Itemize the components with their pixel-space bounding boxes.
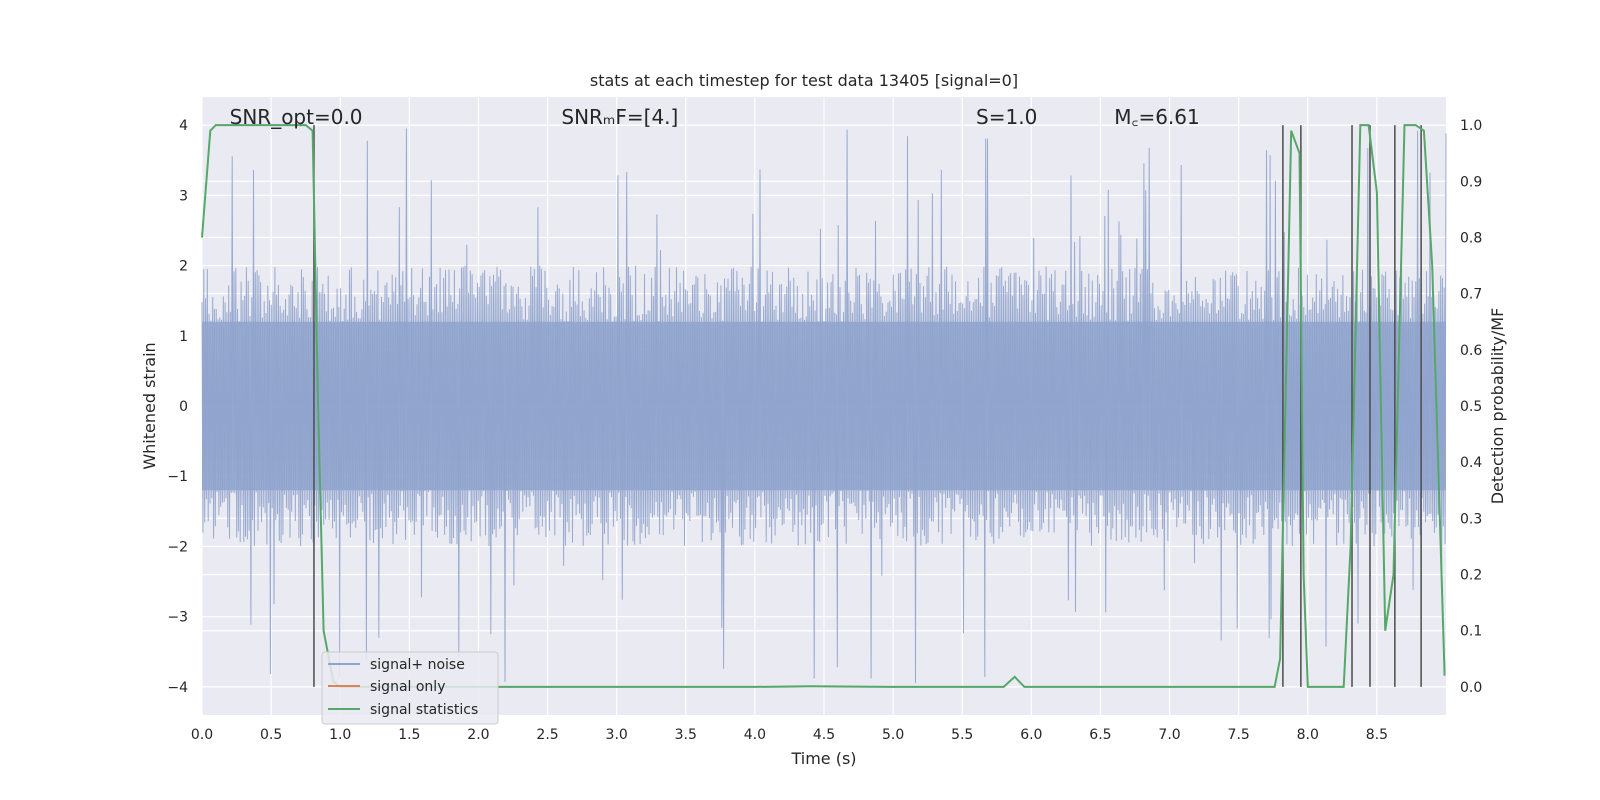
noise-band-core [202,321,1446,491]
x-tick-label: 2.5 [536,727,558,743]
x-axis-label: Time (s) [790,749,856,768]
x-tick-label: 7.0 [1158,727,1180,743]
x-tick-labels: 0.0 0.5 1.0 1.5 2.0 2.5 3.0 3.5 4.0 4.5 5.0 5.5 6.0 6… [191,727,1388,743]
x-tick-label: 1.5 [398,727,420,743]
y-right-tick-label: 0.1 [1460,624,1482,640]
y-left-tick-label: −3 [167,610,188,626]
annotations: SNR_opt=0.0 SNRₘF=[4.] S=1.0 M꜀=6.61 [230,105,1200,129]
y-left-tick-labels: 4 3 2 1 0 −1 −2 −3 −4 [167,118,188,696]
annotation-text: SNR_opt=0.0 [230,105,363,129]
y-axis-label-left: Whitened strain [140,342,159,469]
y-right-tick-label: 0.4 [1460,455,1482,471]
y-left-tick-label: 1 [179,329,188,345]
x-tick-label: 6.5 [1089,727,1111,743]
x-tick-label: 6.0 [1020,727,1042,743]
annotation-text: M꜀=6.61 [1114,105,1199,129]
x-tick-label: 8.5 [1366,727,1388,743]
y-left-tick-label: 4 [179,118,188,134]
legend-label-signal: signal only [370,679,445,695]
y-left-tick-label: 3 [179,188,188,204]
x-tick-label: 2.0 [467,727,489,743]
y-axis-label-right: Detection probability/MF [1488,308,1507,505]
y-right-tick-label: 0.2 [1460,568,1482,584]
x-tick-label: 0.5 [260,727,282,743]
x-tick-label: 5.5 [951,727,973,743]
y-right-tick-label: 0.6 [1460,343,1482,359]
x-tick-label: 3.5 [675,727,697,743]
y-right-tick-label: 0.7 [1460,287,1482,303]
legend-label-stats: signal statistics [370,702,478,718]
y-right-tick-labels: 1.0 0.9 0.8 0.7 0.6 0.5 0.4 0.3 0.2 0.1 0.0 [1460,118,1482,696]
y-right-tick-label: 0.3 [1460,511,1482,527]
legend-label-noise: signal+ noise [370,657,465,673]
y-right-tick-label: 0.0 [1460,680,1482,696]
noise-series [201,128,1447,684]
y-left-tick-label: 0 [179,399,188,415]
x-tick-label: 1.0 [329,727,351,743]
annotation-text: S=1.0 [976,105,1037,129]
x-tick-label: 5.0 [882,727,904,743]
legend: signal+ noise signal only signal statist… [321,651,499,725]
y-left-tick-label: −4 [167,680,188,696]
x-tick-label: 0.0 [191,727,213,743]
statistics-series [201,124,1446,688]
y-right-tick-label: 0.9 [1460,174,1482,190]
x-tick-label: 3.0 [606,727,628,743]
y-left-tick-label: −1 [167,469,188,485]
x-tick-label: 4.5 [813,727,835,743]
y-left-tick-label: 2 [179,259,188,275]
x-tick-label: 7.5 [1228,727,1250,743]
y-left-tick-label: −2 [167,539,188,555]
annotation-text: SNRₘF=[4.] [561,105,678,129]
y-right-tick-label: 1.0 [1460,118,1482,134]
legend-box [321,651,499,725]
y-right-tick-label: 0.5 [1460,399,1482,415]
x-tick-label: 8.0 [1297,727,1319,743]
chart-title: stats at each timestep for test data 134… [590,71,1018,90]
x-tick-label: 4.0 [744,727,766,743]
statistics-line [201,124,1446,688]
y-right-tick-label: 0.8 [1460,230,1482,246]
